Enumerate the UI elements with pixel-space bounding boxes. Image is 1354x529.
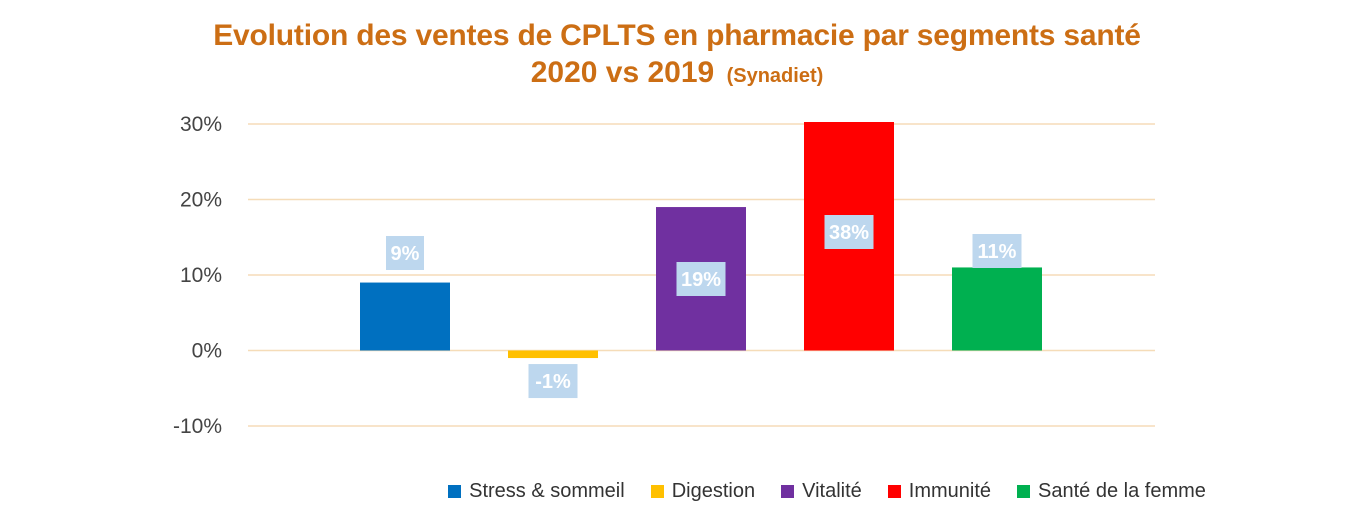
data-label-box: [676, 262, 726, 296]
bars: [360, 122, 1042, 359]
legend-item: Stress & sommeil: [448, 480, 625, 503]
bar: [360, 282, 450, 351]
data-label: 38%: [829, 222, 869, 244]
chart-title: Evolution des ventes de CPLTS en pharmac…: [0, 18, 1354, 91]
y-axis-ticks: 30% 20% 10% 0% -10%: [173, 113, 222, 438]
data-label: 11%: [978, 241, 1017, 263]
chart-title-main: Evolution des ventes de CPLTS en pharmac…: [213, 19, 1141, 52]
legend-label: Immunité: [908, 480, 992, 502]
chart-source-note: (Synadiet): [726, 64, 824, 87]
legend-item: Santé de la femme: [1017, 480, 1206, 503]
data-label: 9%: [391, 243, 420, 265]
data-labels: 9% -1% 19% 38% 11%: [386, 215, 1022, 399]
legend-swatch: [448, 485, 462, 498]
y-tick-label: -10%: [173, 415, 222, 438]
legend-item: Digestion: [650, 480, 756, 503]
data-label-box: [972, 234, 1022, 268]
data-label-box: [824, 215, 874, 249]
legend-item: Immunité: [887, 480, 992, 503]
chart-subtitle-line: 2020 vs 2019 (Synadiet): [0, 55, 1354, 92]
legend-swatch: [781, 485, 795, 498]
y-tick-label: 0%: [192, 340, 222, 363]
y-tick-label: 20%: [180, 189, 222, 212]
legend-label: Santé de la femme: [1038, 480, 1206, 502]
chart-subtitle: 2020 vs 2019: [530, 55, 715, 89]
legend-item: Vitalité: [781, 480, 862, 503]
data-label: -1%: [535, 371, 571, 393]
y-tick-label: 30%: [180, 113, 222, 136]
y-tick-label: 10%: [180, 264, 222, 287]
data-label: 19%: [681, 269, 721, 291]
data-label-box: [386, 236, 424, 270]
bar: [952, 267, 1042, 351]
legend-label: Stress & sommeil: [469, 480, 625, 502]
legend-swatch: [887, 485, 901, 498]
data-label-box: [528, 364, 578, 399]
legend-swatch: [1017, 485, 1031, 498]
legend-label: Digestion: [671, 480, 756, 502]
chart-legend: Stress & sommeil Digestion Vitalité Immunit…: [0, 480, 1354, 503]
bar: [508, 350, 598, 359]
legend-swatch: [650, 485, 664, 498]
legend-label: Vitalité: [802, 480, 862, 502]
